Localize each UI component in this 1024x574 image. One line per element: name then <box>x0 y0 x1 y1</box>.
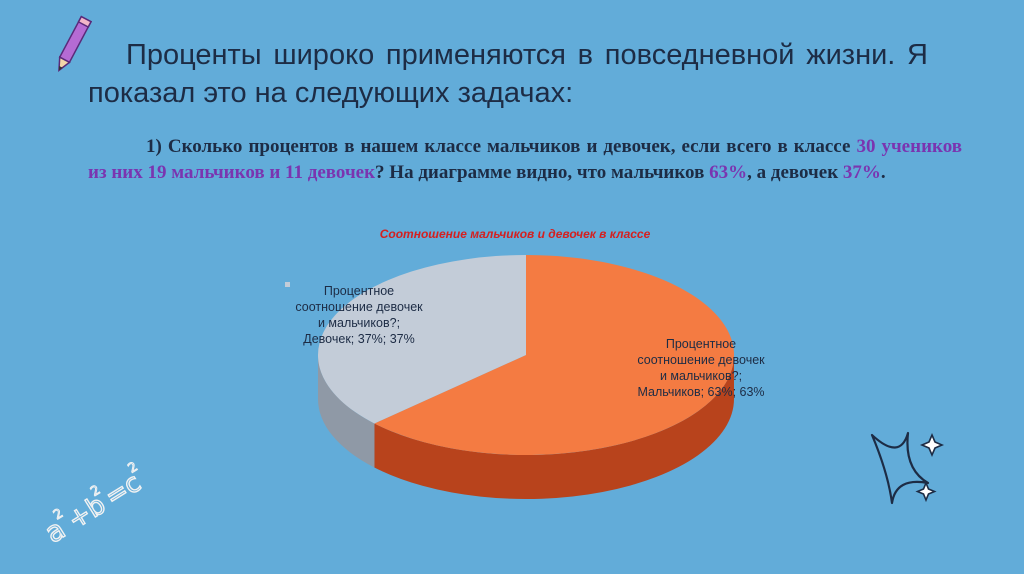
pie-slice-boys <box>374 255 734 455</box>
pie-side-boys <box>374 355 734 500</box>
data-label-boys: Процентное соотношение девочек и мальчик… <box>637 337 765 399</box>
boys-percent: 63% <box>709 162 748 183</box>
svg-text:=c: =c <box>100 468 147 513</box>
girls-percent: 37% <box>842 162 881 183</box>
heading: Проценты широко применяются в повседневн… <box>88 39 928 109</box>
pencil-icon <box>58 15 93 72</box>
chart-title: Соотношение мальчиков и девочек в классе <box>379 227 651 241</box>
sparkle-stars-icon <box>870 431 945 505</box>
data-label-girls: Процентное соотношение девочек и мальчик… <box>295 284 423 346</box>
students-count-text: учеников из них 19 мальчиков и 11 девоче… <box>88 136 962 183</box>
total-students: 30 <box>856 136 876 157</box>
svg-text:+b: +b <box>63 490 111 536</box>
pie-slice-girls <box>317 255 526 424</box>
pie-side-girls <box>318 355 375 468</box>
legend-marker <box>285 282 290 287</box>
formula-a2-b2-c2-icon: a 2 +b 2 =c 2 <box>38 460 147 550</box>
task-text: 1) Сколько процентов в нашем классе маль… <box>88 136 962 183</box>
